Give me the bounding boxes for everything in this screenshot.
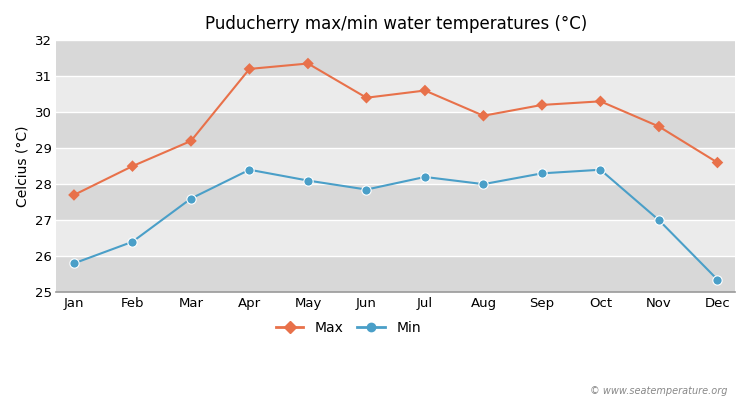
Point bbox=[127, 238, 139, 245]
Point bbox=[478, 181, 490, 187]
Bar bbox=[56, 256, 735, 292]
Point bbox=[244, 166, 256, 173]
Point bbox=[536, 170, 548, 176]
Text: © www.seatemperature.org: © www.seatemperature.org bbox=[590, 386, 728, 396]
Point bbox=[127, 163, 139, 169]
Point bbox=[419, 174, 431, 180]
Title: Puducherry max/min water temperatures (°C): Puducherry max/min water temperatures (°… bbox=[205, 15, 586, 33]
Legend: Max, Min: Max, Min bbox=[270, 316, 426, 341]
Point bbox=[712, 276, 724, 283]
Point bbox=[478, 112, 490, 119]
Point bbox=[653, 123, 665, 130]
Point bbox=[302, 177, 314, 184]
Point bbox=[712, 159, 724, 166]
Y-axis label: Celcius (°C): Celcius (°C) bbox=[15, 125, 29, 207]
Point bbox=[244, 66, 256, 72]
Bar bbox=[56, 184, 735, 220]
Point bbox=[68, 192, 80, 198]
Point bbox=[302, 60, 314, 67]
Bar bbox=[56, 148, 735, 184]
Bar bbox=[56, 112, 735, 148]
Bar bbox=[56, 40, 735, 76]
Point bbox=[361, 94, 373, 101]
Point bbox=[185, 138, 197, 144]
Bar bbox=[56, 220, 735, 256]
Point bbox=[653, 217, 665, 223]
Point bbox=[595, 98, 607, 104]
Point bbox=[536, 102, 548, 108]
Point bbox=[595, 166, 607, 173]
Point bbox=[419, 87, 431, 94]
Bar bbox=[56, 76, 735, 112]
Point bbox=[361, 186, 373, 193]
Point bbox=[185, 195, 197, 202]
Point bbox=[68, 260, 80, 266]
